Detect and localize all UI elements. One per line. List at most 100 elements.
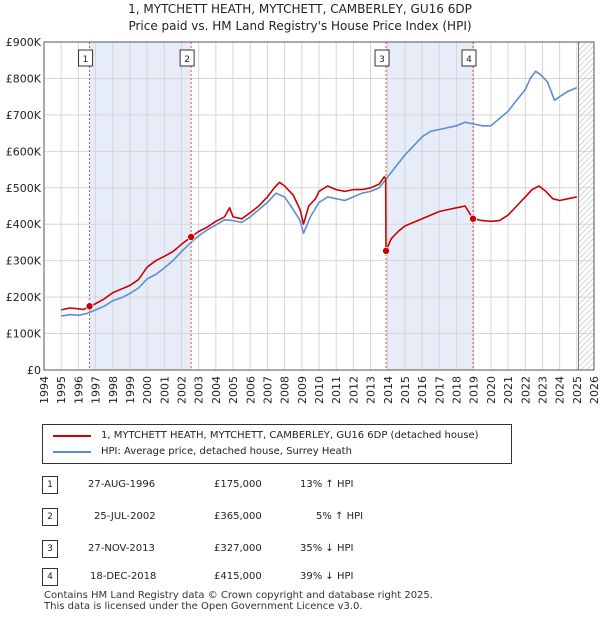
- footer-licence: This data is licensed under the Open Gov…: [44, 601, 363, 612]
- x-tick-label: 2018: [451, 376, 464, 404]
- transaction-badges: 1 2 3 4: [78, 49, 477, 67]
- transaction-row: 1 27-AUG-1996 £175,000 13% ↑ HPI: [42, 475, 402, 495]
- transaction-badge: 3: [42, 540, 58, 558]
- x-tick-label: 2014: [382, 376, 395, 404]
- x-tick-label: 2020: [485, 376, 498, 404]
- transaction-marker: [187, 232, 196, 241]
- chart-title-line2: Price paid vs. HM Land Registry's House …: [128, 19, 472, 33]
- x-tick-label: 2008: [279, 376, 292, 404]
- x-tick-label: 2013: [365, 376, 378, 404]
- transaction-badge-chart: 3: [374, 49, 390, 67]
- gridlines: [43, 41, 595, 371]
- x-tick-label: 1999: [124, 376, 137, 404]
- transaction-date: 27-AUG-1996: [88, 479, 156, 490]
- transaction-row: 3 27-NOV-2013 £327,000 35% ↓ HPI: [42, 539, 402, 559]
- transaction-badge-label: 4: [466, 55, 472, 65]
- y-tick-label: £500K: [6, 182, 42, 195]
- transaction-markers: [85, 214, 477, 311]
- x-tick-label: 2004: [210, 376, 223, 404]
- legend-swatch-property: [53, 434, 91, 437]
- y-tick-labels: £0 £100K £200K £300K £400K £500K £600K £700K £80…: [6, 36, 42, 377]
- y-tick-label: £700K: [6, 109, 42, 122]
- x-tick-label: 2011: [330, 376, 343, 404]
- forecast-hatch: [578, 42, 594, 370]
- x-tick-label: 2015: [399, 376, 412, 404]
- y-tick-label: £0: [27, 364, 41, 377]
- series-line-property: [61, 176, 577, 311]
- transaction-marker: [85, 302, 94, 311]
- transaction-badge-label: 2: [184, 55, 190, 65]
- y-tick-label: £100K: [6, 328, 42, 341]
- series-lines: [61, 70, 578, 317]
- forecast-hatch-area: [578, 42, 594, 370]
- x-tick-label: 2001: [158, 376, 171, 404]
- footer: Contains HM Land Registry data © Crown c…: [44, 590, 433, 612]
- x-tick-label: 2002: [176, 376, 189, 404]
- x-tick-label: 2009: [296, 376, 309, 404]
- shaded-period: [386, 42, 473, 370]
- transaction-badge: 1: [42, 476, 58, 494]
- transaction-marker: [382, 246, 391, 255]
- x-tick-label: 1997: [90, 376, 103, 404]
- transaction-price: £365,000: [214, 511, 262, 522]
- transaction-badge-label: 1: [83, 55, 89, 65]
- x-tick-label: 2005: [227, 376, 240, 404]
- transaction-date: 18-DEC-2018: [90, 571, 157, 582]
- legend-swatch-hpi: [53, 450, 91, 453]
- transaction-marker: [468, 214, 477, 223]
- transaction-row: 4 18-DEC-2018 £415,000 39% ↓ HPI: [42, 567, 402, 587]
- x-tick-label: 2000: [141, 376, 154, 404]
- x-tick-label: 1996: [72, 376, 85, 404]
- transaction-badge-chart: 2: [179, 49, 195, 67]
- transaction-price: £415,000: [214, 571, 262, 582]
- axes: [43, 41, 595, 371]
- y-tick-label: £400K: [6, 218, 42, 231]
- plot-frame: [43, 41, 595, 371]
- legend-label-hpi: HPI: Average price, detached house, Surr…: [101, 446, 352, 457]
- y-tick-label: £300K: [6, 255, 42, 268]
- legend-item-property: 1, MYTCHETT HEATH, MYTCHETT, CAMBERLEY, …: [53, 430, 479, 441]
- x-tick-label: 2017: [433, 376, 446, 404]
- x-tick-label: 2026: [588, 376, 600, 404]
- x-tick-label: 1995: [55, 376, 68, 404]
- transaction-badge-box: [461, 49, 477, 67]
- price-chart: £0 £100K £200K £300K £400K £500K £600K £700K £80…: [6, 36, 600, 404]
- y-tick-label: £600K: [6, 145, 42, 158]
- transaction-badge-chart: 1: [78, 49, 94, 67]
- transaction-price: £175,000: [214, 479, 262, 490]
- transaction-hpi-diff: 35% ↓ HPI: [300, 543, 354, 554]
- x-tick-label: 2003: [193, 376, 206, 404]
- x-tick-label: 1994: [38, 376, 51, 404]
- legend: 1, MYTCHETT HEATH, MYTCHETT, CAMBERLEY, …: [42, 424, 512, 464]
- y-tick-label: £900K: [6, 36, 42, 49]
- x-tick-label: 2019: [468, 376, 481, 404]
- x-tick-label: 2012: [347, 376, 360, 404]
- x-tick-labels: 1994 1995 1996 1997 1998 1999 2000 2001 2002 2003…: [38, 376, 600, 404]
- transaction-hpi-diff: 13% ↑ HPI: [300, 479, 354, 490]
- series-line-hpi: [61, 70, 578, 317]
- y-tick-label: £800K: [6, 72, 42, 85]
- transaction-badge-box: [179, 49, 195, 67]
- x-tick-label: 1998: [107, 376, 120, 404]
- transaction-row: 2 25-JUL-2002 £365,000 5% ↑ HPI: [42, 507, 402, 527]
- x-tick-label: 2025: [571, 376, 584, 404]
- x-tick-label: 2024: [554, 376, 567, 404]
- shaded-period: [89, 42, 192, 370]
- x-tick-label: 2007: [261, 376, 274, 404]
- transaction-hpi-diff: 5% ↑ HPI: [316, 511, 364, 522]
- shaded-periods: [89, 42, 473, 370]
- transaction-price: £327,000: [214, 543, 262, 554]
- legend-label-property: 1, MYTCHETT HEATH, MYTCHETT, CAMBERLEY, …: [101, 430, 479, 441]
- transaction-badge-label: 3: [379, 55, 385, 65]
- x-tick-label: 2023: [536, 376, 549, 404]
- x-tick-label: 2006: [244, 376, 257, 404]
- transaction-badge-box: [78, 49, 94, 67]
- transaction-badge: 2: [42, 508, 58, 526]
- footer-copyright: Contains HM Land Registry data © Crown c…: [44, 590, 433, 601]
- transaction-badge-chart: 4: [461, 49, 477, 67]
- legend-item-hpi: HPI: Average price, detached house, Surr…: [53, 446, 352, 457]
- transaction-badge: 4: [42, 568, 58, 586]
- transaction-badge-box: [374, 49, 390, 67]
- transaction-date: 25-JUL-2002: [94, 511, 156, 522]
- y-tick-label: £200K: [6, 291, 42, 304]
